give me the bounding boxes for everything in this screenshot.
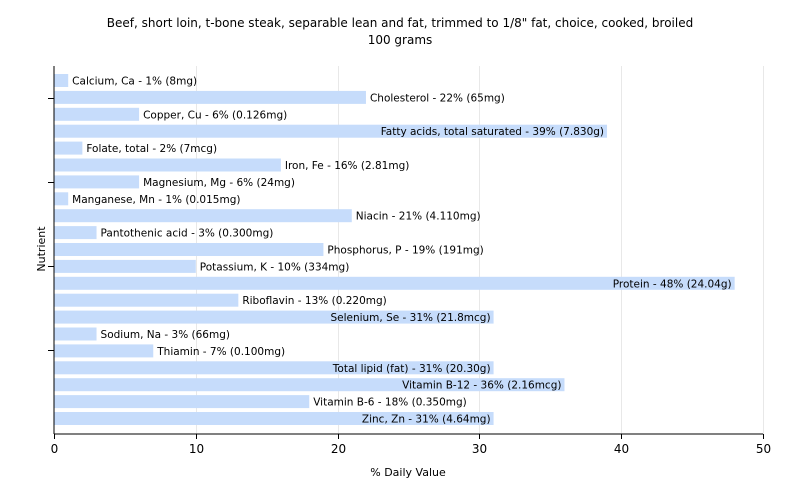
bar-label: Selenium, Se - 31% (21.8mcg)	[330, 312, 490, 324]
bar	[54, 226, 97, 240]
bar	[54, 276, 735, 290]
bar-label: Magnesium, Mg - 6% (24mg)	[143, 177, 295, 189]
x-tick-label: 50	[756, 442, 771, 456]
bar-label: Thiamin - 7% (0.100mg)	[156, 346, 285, 358]
bar	[54, 361, 494, 375]
chart-subtitle: 100 grams	[368, 33, 433, 47]
bar-label: Copper, Cu - 6% (0.126mg)	[143, 109, 287, 121]
bar	[54, 310, 494, 324]
bar	[54, 378, 565, 392]
bar-label: Vitamin B-12 - 36% (2.16mcg)	[402, 380, 561, 392]
bar	[54, 124, 608, 138]
bar-label: Sodium, Na - 3% (66mg)	[101, 329, 230, 341]
x-tick-label: 10	[189, 442, 204, 456]
chart-title: Beef, short loin, t-bone steak, separabl…	[107, 16, 693, 30]
bar	[54, 175, 140, 189]
bar-label: Protein - 48% (24.04g)	[613, 278, 732, 290]
bar	[54, 293, 239, 307]
bars-group: Calcium, Ca - 1% (8mg) Cholesterol - 22% …	[54, 74, 735, 426]
bar	[54, 192, 69, 206]
bar	[54, 395, 310, 409]
bar	[54, 209, 352, 223]
bar-label: Riboflavin - 13% (0.220mg)	[242, 295, 386, 307]
bar-label: Cholesterol - 22% (65mg)	[370, 92, 505, 104]
bar	[54, 259, 196, 273]
bar-label: Phosphorus, P - 19% (191mg)	[327, 245, 483, 257]
bar-label: Pantothenic acid - 3% (0.300mg)	[101, 228, 274, 240]
bar	[54, 158, 281, 172]
bar-label: Total lipid (fat) - 31% (20.30g)	[332, 363, 491, 375]
bar	[54, 74, 69, 87]
bar-label: Vitamin B-6 - 18% (0.350mg)	[313, 397, 467, 409]
bar	[54, 107, 140, 121]
bar-label: Fatty acids, total saturated - 39% (7.83…	[381, 126, 604, 138]
bar	[54, 243, 324, 256]
x-tick-label: 30	[472, 442, 487, 456]
bar-label: Folate, total - 2% (7mcg)	[86, 143, 217, 155]
bar	[54, 141, 83, 155]
x-tick-label: 20	[331, 442, 346, 456]
bar	[54, 90, 366, 104]
bar-label: Manganese, Mn - 1% (0.015mg)	[72, 194, 240, 206]
bar-label: Zinc, Zn - 31% (4.64mg)	[362, 414, 491, 426]
axes-group	[53, 66, 763, 435]
x-tick-label: 40	[614, 442, 629, 456]
x-tick-label: 0	[51, 442, 59, 456]
y-axis-label: Nutrient	[35, 226, 48, 272]
bar-label: Calcium, Ca - 1% (8mg)	[72, 76, 197, 88]
bar-label: Niacin - 21% (4.110mg)	[356, 211, 481, 223]
bar-label: Iron, Fe - 16% (2.81mg)	[285, 160, 409, 172]
bar	[54, 344, 154, 358]
bar-label: Potassium, K - 10% (334mg)	[200, 261, 350, 273]
bar	[54, 412, 494, 425]
x-ticks-group: 0 10 20 30 40 50	[48, 98, 771, 456]
bar	[54, 327, 97, 341]
x-axis-label: % Daily Value	[370, 466, 446, 479]
